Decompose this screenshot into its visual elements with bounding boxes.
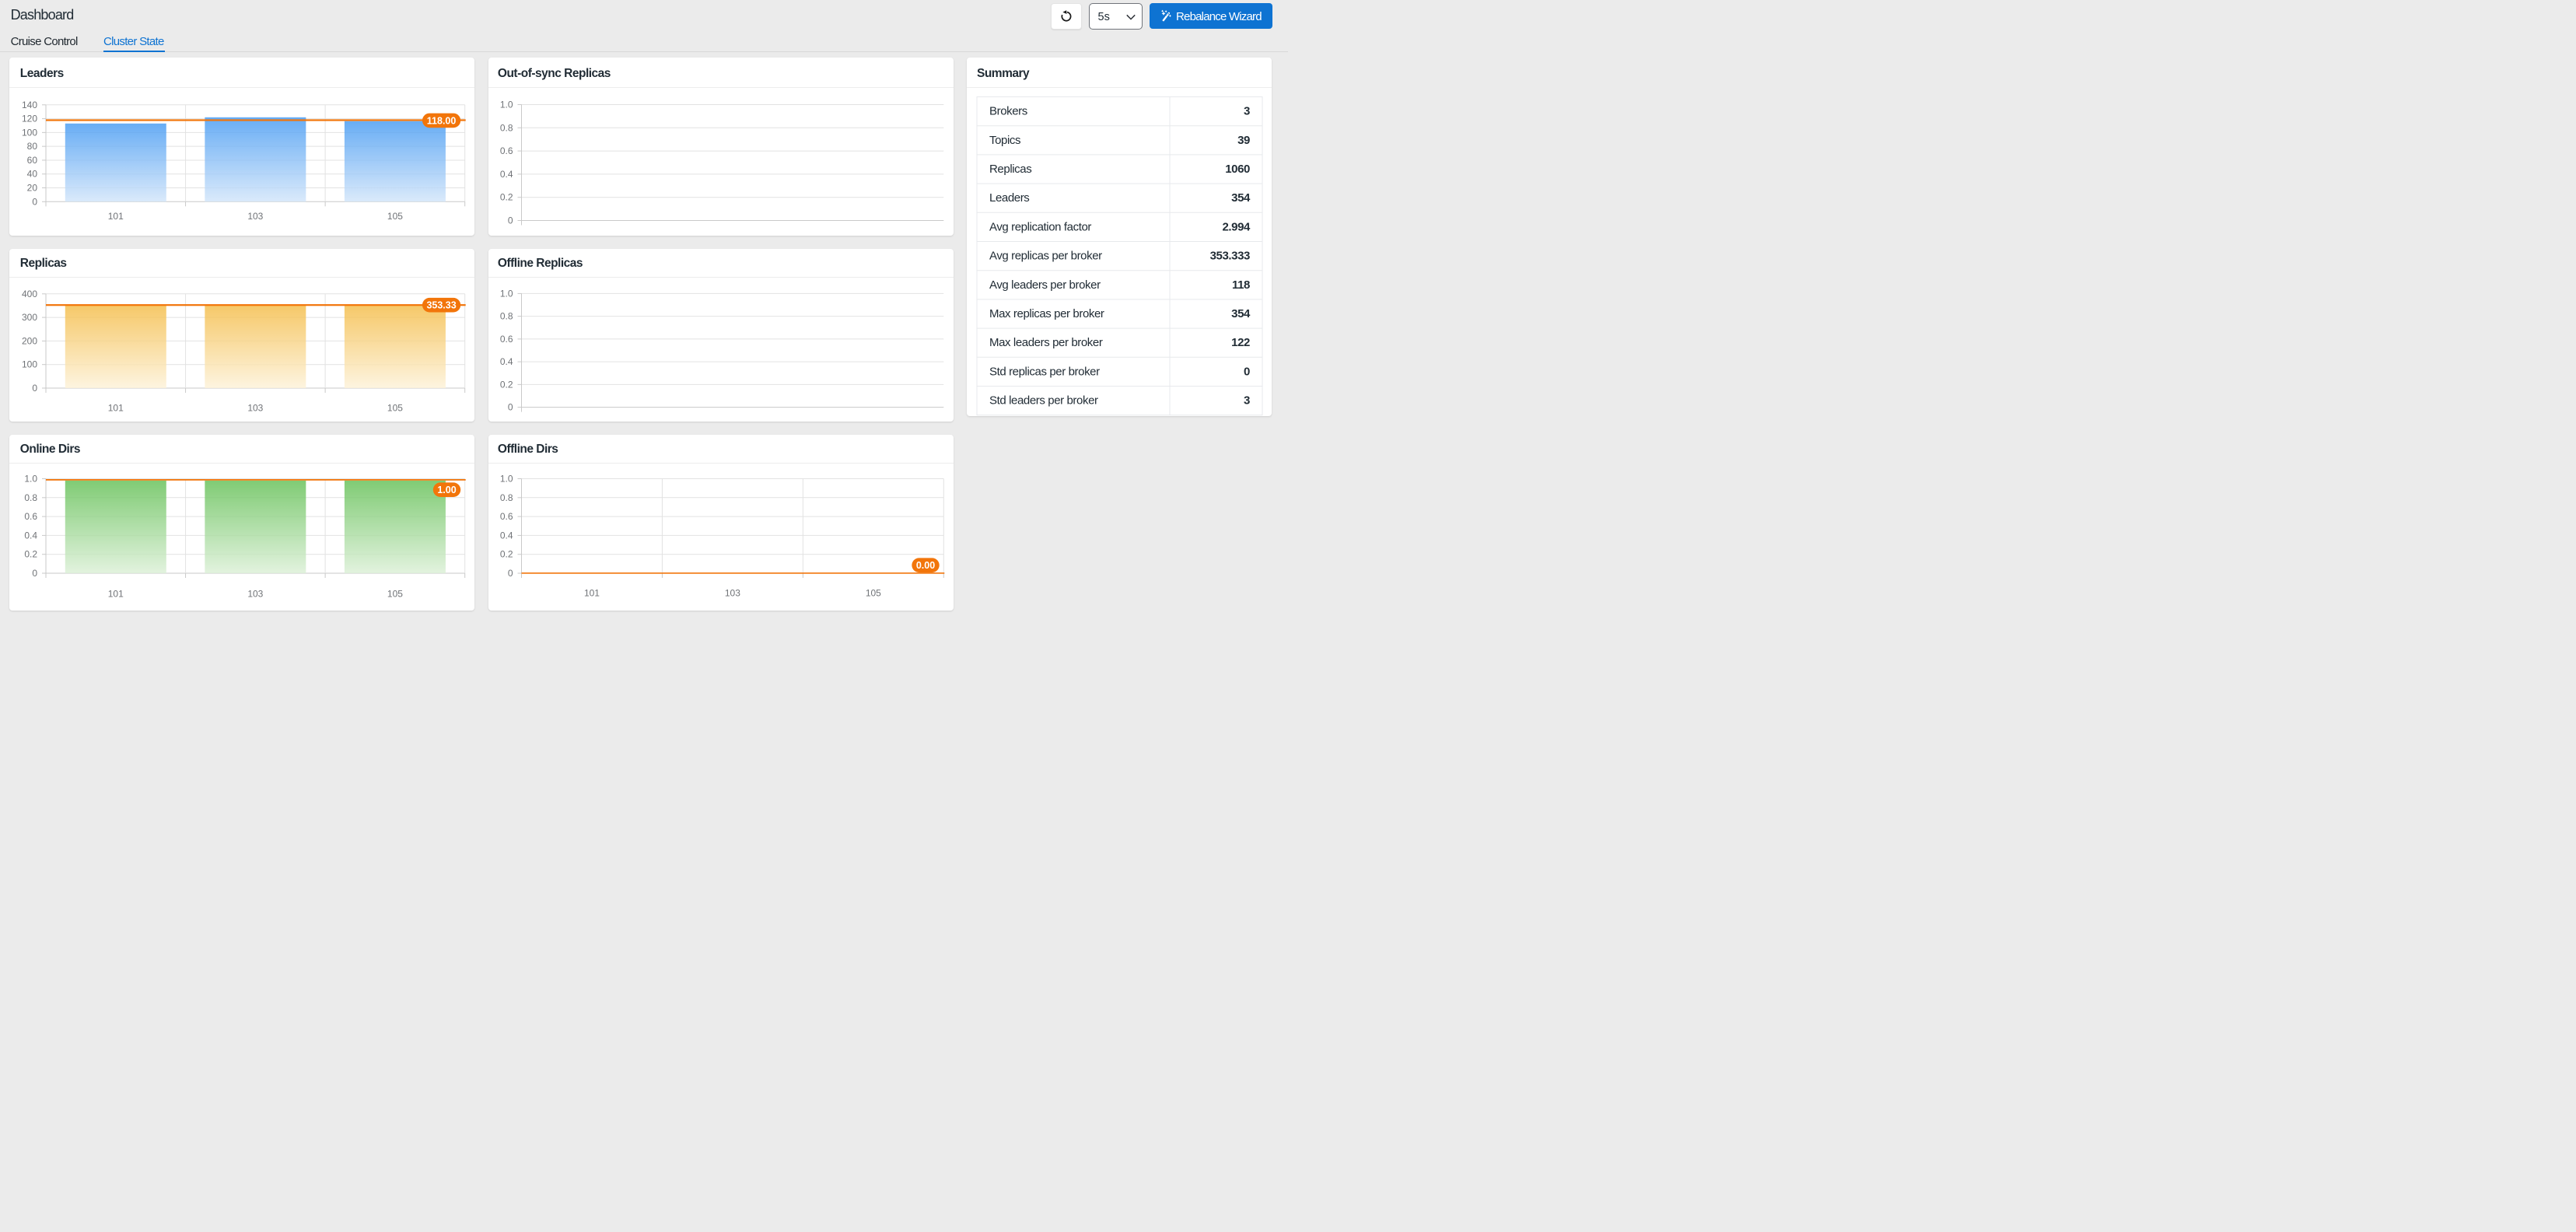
svg-text:0.4: 0.4 xyxy=(24,530,37,541)
svg-text:0: 0 xyxy=(32,196,37,207)
svg-text:354: 354 xyxy=(1231,307,1251,320)
svg-text:101: 101 xyxy=(583,588,599,599)
svg-text:Topics: Topics xyxy=(989,133,1020,146)
svg-text:118: 118 xyxy=(1232,278,1250,291)
svg-text:1.0: 1.0 xyxy=(24,474,37,485)
svg-text:Replicas: Replicas xyxy=(989,163,1031,176)
svg-text:40: 40 xyxy=(27,168,38,179)
svg-text:100: 100 xyxy=(22,127,37,138)
svg-text:103: 103 xyxy=(724,588,740,599)
svg-text:Max leaders per broker: Max leaders per broker xyxy=(989,336,1103,349)
svg-text:Brokers: Brokers xyxy=(989,104,1027,117)
svg-text:0.2: 0.2 xyxy=(499,379,513,390)
svg-text:Avg replication factor: Avg replication factor xyxy=(989,220,1091,233)
svg-text:Max replicas per broker: Max replicas per broker xyxy=(989,307,1104,320)
svg-text:0.4: 0.4 xyxy=(499,356,513,367)
svg-text:80: 80 xyxy=(27,141,38,152)
svg-text:120: 120 xyxy=(22,113,37,124)
svg-text:Avg replicas per broker: Avg replicas per broker xyxy=(989,249,1102,262)
svg-text:200: 200 xyxy=(22,335,37,346)
svg-text:1.0: 1.0 xyxy=(499,99,513,110)
svg-text:0: 0 xyxy=(32,383,37,394)
svg-text:0.6: 0.6 xyxy=(499,145,513,156)
svg-text:105: 105 xyxy=(865,588,880,599)
svg-text:20: 20 xyxy=(27,182,38,193)
svg-text:3: 3 xyxy=(1244,104,1250,117)
svg-text:1.0: 1.0 xyxy=(499,474,513,485)
svg-text:Std leaders per broker: Std leaders per broker xyxy=(989,394,1098,407)
svg-text:39: 39 xyxy=(1237,133,1250,146)
svg-text:118.00: 118.00 xyxy=(427,115,457,126)
svg-text:0.8: 0.8 xyxy=(499,122,513,133)
svg-text:122: 122 xyxy=(1231,336,1250,349)
svg-text:353.33: 353.33 xyxy=(426,299,456,310)
svg-text:105: 105 xyxy=(387,589,403,600)
svg-text:353.333: 353.333 xyxy=(1210,249,1250,262)
svg-text:0.6: 0.6 xyxy=(24,511,37,522)
svg-text:103: 103 xyxy=(247,210,263,221)
svg-text:0: 0 xyxy=(507,568,513,579)
svg-text:101: 101 xyxy=(108,210,124,221)
svg-text:0.6: 0.6 xyxy=(499,511,513,522)
svg-text:300: 300 xyxy=(22,312,37,323)
svg-text:0: 0 xyxy=(507,215,513,226)
svg-text:101: 101 xyxy=(108,589,124,600)
svg-text:3: 3 xyxy=(1244,394,1250,407)
svg-text:Avg leaders per broker: Avg leaders per broker xyxy=(989,278,1101,291)
svg-text:0.8: 0.8 xyxy=(24,492,37,503)
svg-text:0.8: 0.8 xyxy=(499,492,513,503)
svg-text:0: 0 xyxy=(32,568,37,579)
svg-text:0.00: 0.00 xyxy=(915,560,934,571)
svg-text:0: 0 xyxy=(507,401,513,412)
svg-text:0: 0 xyxy=(1244,365,1250,378)
svg-text:354: 354 xyxy=(1231,191,1251,205)
svg-text:101: 101 xyxy=(108,402,124,413)
svg-text:1.0: 1.0 xyxy=(499,288,513,299)
svg-text:0.2: 0.2 xyxy=(499,191,513,202)
svg-text:Std replicas per broker: Std replicas per broker xyxy=(989,365,1100,378)
svg-text:105: 105 xyxy=(387,402,403,413)
svg-text:1060: 1060 xyxy=(1225,163,1250,176)
svg-text:0.6: 0.6 xyxy=(499,333,513,344)
svg-text:105: 105 xyxy=(387,210,403,221)
svg-text:Leaders: Leaders xyxy=(989,191,1029,205)
svg-text:1.00: 1.00 xyxy=(437,485,456,495)
svg-text:0.4: 0.4 xyxy=(499,168,513,179)
svg-text:0.2: 0.2 xyxy=(24,549,37,560)
svg-text:60: 60 xyxy=(27,154,38,165)
svg-text:0.4: 0.4 xyxy=(499,530,513,541)
svg-text:103: 103 xyxy=(247,589,263,600)
svg-text:2.994: 2.994 xyxy=(1222,220,1251,233)
svg-text:400: 400 xyxy=(22,288,37,299)
svg-text:140: 140 xyxy=(22,99,37,110)
svg-text:0.2: 0.2 xyxy=(499,549,513,560)
svg-text:0.8: 0.8 xyxy=(499,310,513,321)
svg-text:100: 100 xyxy=(22,359,37,369)
svg-text:103: 103 xyxy=(247,402,263,413)
